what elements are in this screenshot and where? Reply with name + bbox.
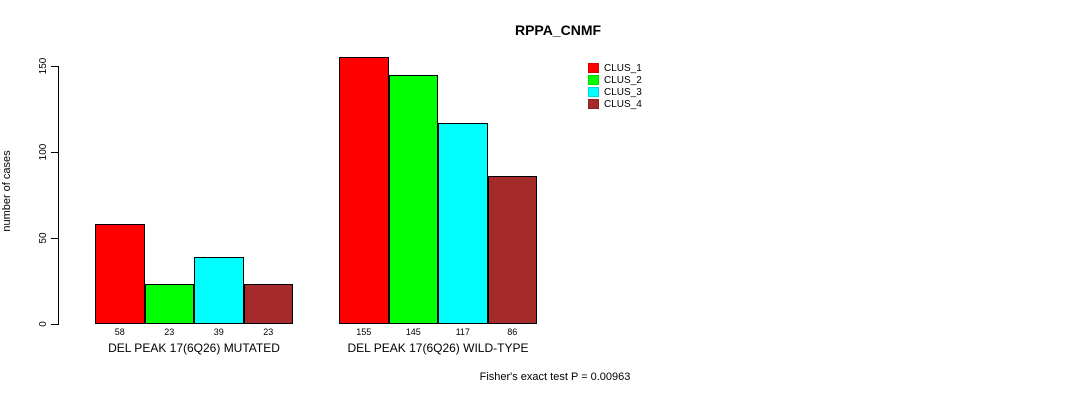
y-tick-mark — [51, 152, 58, 153]
bar-value-label: 23 — [263, 327, 274, 337]
y-tick-mark — [51, 66, 58, 67]
bar-value-label: 117 — [455, 327, 470, 337]
bar-clus_2 — [388, 74, 438, 324]
y-axis-line — [58, 66, 59, 325]
y-tick-mark — [51, 238, 58, 239]
y-tick-label: 0 — [38, 321, 49, 327]
legend-swatch-icon — [588, 63, 599, 73]
y-tick-label: 50 — [38, 232, 49, 244]
legend-swatch-icon — [588, 99, 599, 109]
bar-value-label: 145 — [405, 327, 421, 337]
legend-row: CLUS_3 — [588, 86, 642, 98]
bar-clus_1 — [95, 224, 145, 324]
legend-label: CLUS_1 — [604, 62, 642, 74]
bar-clus_3 — [194, 256, 244, 324]
bar-clus_4 — [243, 284, 293, 324]
legend-swatch-icon — [588, 87, 599, 97]
bar-clus_1 — [339, 57, 389, 324]
legend: CLUS_1 CLUS_2 CLUS_3 CLUS_4 — [588, 62, 642, 110]
chart-title: RPPA_CNMF — [514, 22, 602, 38]
legend-row: CLUS_1 — [588, 62, 642, 74]
y-axis-label: number of cases — [1, 150, 13, 232]
legend-swatch-icon — [588, 75, 599, 85]
group-label: DEL PEAK 17(6Q26) WILD-TYPE — [347, 341, 529, 355]
legend-label: CLUS_2 — [604, 74, 642, 86]
legend-row: CLUS_2 — [588, 74, 642, 86]
legend-label: CLUS_4 — [604, 98, 642, 110]
bar-value-label: 23 — [164, 327, 175, 337]
legend-label: CLUS_3 — [604, 86, 642, 98]
bar-value-label: 58 — [114, 327, 125, 337]
y-tick-mark — [51, 324, 58, 325]
bar-clus_2 — [144, 284, 194, 324]
legend-row: CLUS_4 — [588, 98, 642, 110]
y-tick-label: 150 — [38, 57, 49, 75]
bar-clus_4 — [487, 176, 537, 324]
footnote: Fisher's exact test P = 0.00963 — [479, 371, 631, 383]
bar-clus_3 — [438, 122, 488, 324]
group-label: DEL PEAK 17(6Q26) MUTATED — [108, 341, 280, 355]
y-tick-label: 100 — [38, 143, 49, 161]
bar-value-label: 39 — [213, 327, 224, 337]
bar-value-label: 155 — [356, 327, 372, 337]
bar-value-label: 86 — [507, 327, 518, 337]
